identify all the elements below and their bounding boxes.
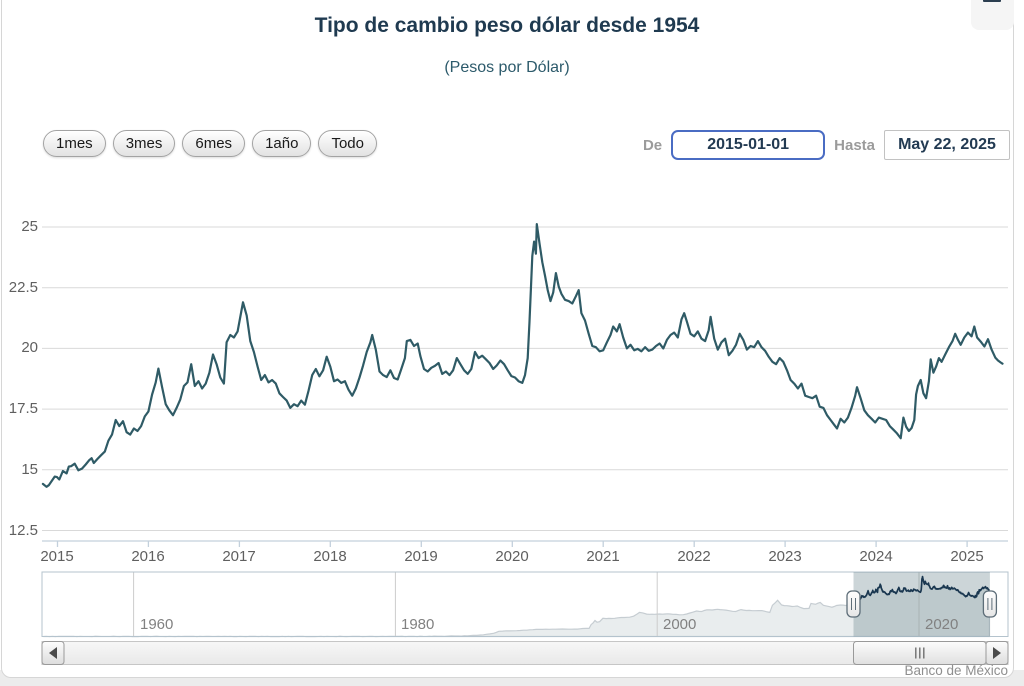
export-menu-button[interactable] [971,0,1014,30]
download-icon [983,0,1001,2]
navigator-selected-line [851,575,991,604]
range-button-3mes[interactable]: 3mes [112,130,176,157]
chart-title: Tipo de cambio peso dólar desde 1954 [314,14,700,37]
range-button-1mes[interactable]: 1mes [43,130,106,157]
scrollbar-arrow-left-icon [49,647,57,659]
date-range-controls: De Hasta [0,130,1010,160]
range-button-1ano[interactable]: 1año [252,130,312,157]
to-date-input[interactable] [884,130,1010,160]
chart-card [1,0,1014,678]
navigator-handle-right[interactable] [982,590,998,618]
range-button-6mes[interactable]: 6mes [182,130,246,157]
to-label: Hasta [834,136,875,154]
chart-subtitle: (Pesos por Dólar) [444,59,570,76]
scrollbar-arrow-right-icon [993,647,1001,659]
navigator-outline [41,571,1009,637]
range-button-todo[interactable]: Todo [318,130,377,157]
from-label: De [642,136,663,154]
from-date-input[interactable] [671,130,826,160]
range-selector: 1mes 3mes 6mes 1año Todo [43,130,377,157]
series-line[interactable] [41,223,1004,488]
navigator-handle-left[interactable] [846,590,861,618]
credit-label: Banco de México [904,663,1008,678]
